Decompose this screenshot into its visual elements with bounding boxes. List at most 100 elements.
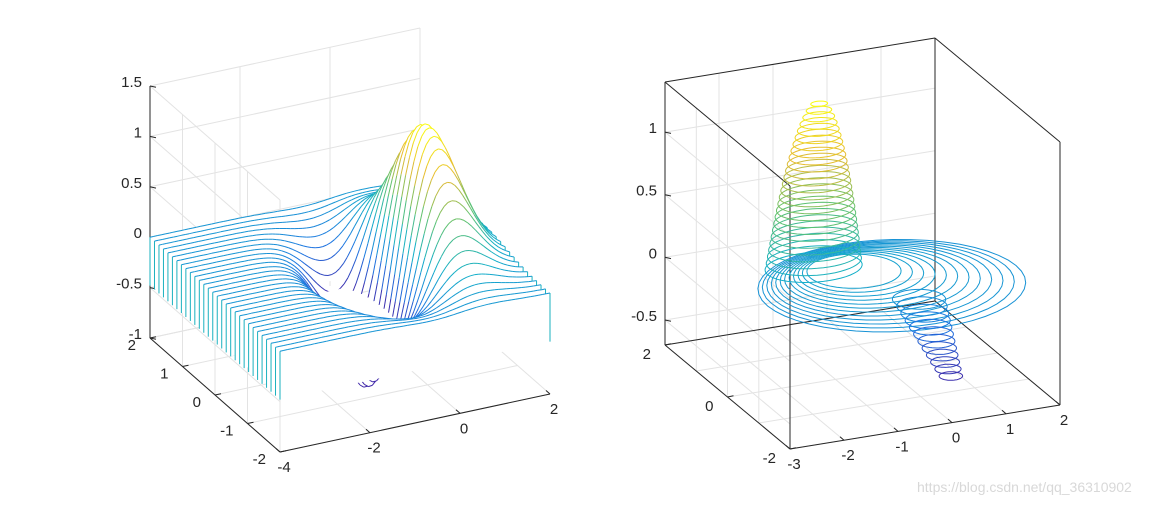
curve-segment: [267, 313, 272, 316]
curve-segment: [434, 148, 439, 152]
curve-segment: [417, 299, 423, 309]
curve-segment: [430, 171, 436, 181]
curve-segment: [315, 322, 321, 325]
curve-segment: [493, 239, 498, 244]
curve-segment: [425, 138, 431, 145]
contour-ring: [766, 241, 1004, 325]
curve-segment: [195, 250, 200, 253]
curve-segment: [316, 207, 321, 210]
contour-ring: [764, 251, 863, 284]
curve-segment: [210, 271, 215, 274]
curve-segment: [319, 200, 324, 203]
curve-segment: [264, 289, 269, 292]
curve-segment: [302, 310, 307, 313]
curve-segment: [428, 231, 433, 245]
curve-segment: [322, 340, 327, 343]
curve-segment: [274, 311, 280, 314]
curve-segment: [367, 228, 373, 244]
curve-segment: [313, 224, 318, 228]
contour-ring: [779, 245, 970, 313]
curve-segment: [190, 246, 196, 249]
curve-segment: [233, 237, 238, 240]
curve-segment: [424, 123, 429, 126]
curve-segment: [196, 260, 201, 262]
curve-segment: [197, 235, 202, 238]
curve-segment: [278, 306, 283, 309]
curve-segment: [278, 254, 283, 256]
curve-segment: [384, 215, 390, 239]
curve-segment: [334, 314, 339, 317]
curve-segment: [347, 199, 353, 203]
curve-segment: [301, 301, 306, 304]
grid-line: [149, 27, 421, 87]
curve-segment: [310, 338, 315, 341]
curve-segment: [484, 303, 489, 306]
curve-segment: [232, 228, 237, 230]
curve-segment: [289, 258, 295, 262]
curve-segment: [378, 188, 384, 202]
curve-segment: [293, 213, 298, 216]
curve-segment: [450, 284, 456, 289]
curve-segment: [241, 236, 246, 238]
curve-segment: [533, 284, 538, 287]
grid-line: [149, 77, 421, 137]
curve-segment: [324, 330, 330, 333]
curve-segment: [294, 341, 299, 344]
curve-segment: [481, 263, 486, 266]
curve-segment: [373, 186, 378, 188]
curve-segment: [370, 191, 376, 194]
curve-segment: [364, 266, 369, 283]
curve-segment: [236, 261, 241, 264]
curve-segment: [368, 384, 373, 388]
curve-segment: [341, 336, 346, 339]
curve-segment: [304, 329, 310, 332]
curve-segment: [298, 273, 304, 278]
curve-segment: [274, 341, 279, 343]
x-tick: [365, 428, 371, 434]
curve-segment: [243, 318, 249, 321]
curve-segment: [298, 341, 303, 343]
curve-segment: [483, 290, 488, 292]
curve-segment: [244, 259, 249, 262]
curve-segment: [153, 235, 158, 237]
curve-segment: [472, 250, 477, 253]
curve-segment: [263, 319, 269, 321]
curve-segment: [369, 194, 375, 201]
curve-segment: [247, 225, 252, 227]
curve-segment: [203, 253, 208, 256]
curve-segment: [221, 240, 226, 242]
curve-segment: [492, 236, 498, 241]
curve-segment: [300, 212, 306, 214]
contour-ring: [930, 356, 961, 368]
curve-segment: [354, 189, 359, 192]
curve-segment: [430, 150, 435, 158]
curve-segment: [437, 272, 443, 280]
curve-segment: [471, 293, 476, 296]
curve-segment: [424, 265, 430, 278]
curve-segment: [425, 317, 430, 320]
curve-segment: [511, 298, 516, 301]
curve-segment: [391, 164, 397, 180]
curve-segment: [256, 291, 261, 294]
curve-segment: [245, 303, 251, 306]
curve-segment: [403, 282, 409, 303]
curve-segment: [333, 338, 339, 341]
curve-segment: [320, 213, 326, 216]
curve-segment: [368, 331, 373, 333]
curve-segment: [306, 314, 312, 317]
curve-segment: [282, 259, 287, 262]
curve-segment: [166, 242, 171, 244]
curve-segment: [462, 276, 467, 280]
curve-segment: [367, 193, 372, 197]
curve-segment: [158, 239, 163, 241]
curve-segment: [201, 239, 207, 242]
curve-segment: [289, 333, 294, 335]
y-tick-label: 2: [643, 346, 651, 363]
curve-segment: [421, 315, 426, 318]
curve-segment: [336, 305, 341, 308]
curve-segment: [467, 222, 473, 227]
curve-segment: [338, 193, 344, 197]
curve-segment: [185, 262, 190, 265]
curve-segment: [339, 198, 344, 201]
curve-segment: [409, 161, 415, 180]
